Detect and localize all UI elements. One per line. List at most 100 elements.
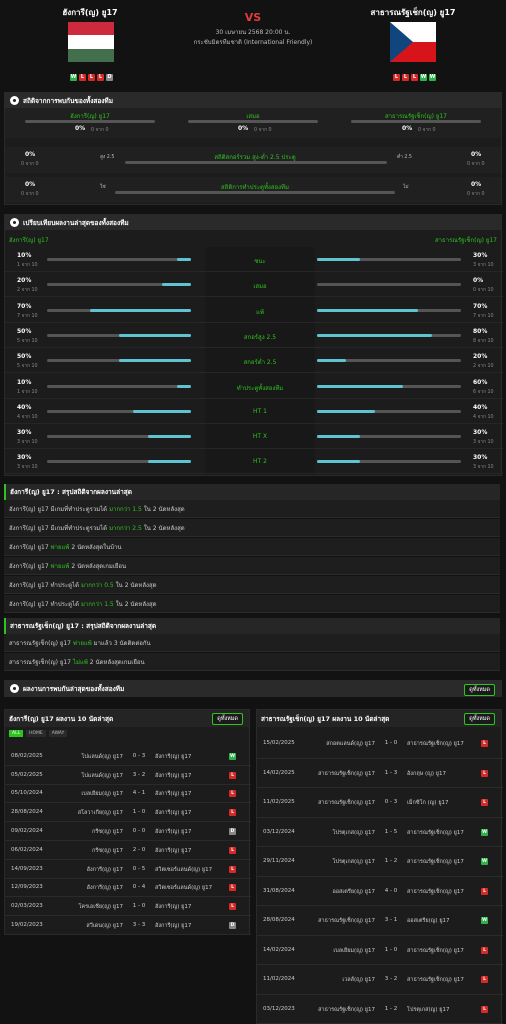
match-row[interactable]: 19/02/2023 สวีเดน(ญ) ยู17 3 - 3 ฮังการี(ญ) …	[5, 916, 251, 935]
match-row[interactable]: 31/08/2024 ออสเตรีย(ญ) ยู17 4 - 0 สาธารณรัฐ…	[257, 877, 503, 906]
match-row[interactable]: 29/11/2024 โปรตุเกส(ญ) ยู17 1 - 2 สาธารณรัฐ…	[257, 847, 503, 877]
h2h-draw-bar	[188, 120, 318, 123]
form-badge: D	[106, 74, 113, 81]
score: 0 - 3	[384, 799, 398, 806]
match-row[interactable]: 12/09/2023 ฮังการี(ญ) ยู17 0 - 4 สวิตเซอร์แ…	[5, 879, 251, 898]
h2h-away-sub: 0 จาก 0	[418, 128, 436, 133]
match-row[interactable]: 14/09/2023 ฮังการี(ญ) ยู17 0 - 5 สวิตเซอร์แ…	[5, 860, 251, 879]
home-team: โปรตุเกส(ญ) ยู17	[332, 829, 376, 836]
compare-section: เปรียบเทียบผลงานล่าสุดของทั้งสองทีม ฮังก…	[4, 214, 503, 476]
compare-home-sub: 1 จาก 10	[17, 263, 38, 268]
home-team: กรีซ(ญ) ยู17	[92, 829, 123, 836]
match-row[interactable]: 14/02/2024 เบลเยียม(ญ) ยู17 1 - 0 สาธารณรัฐ…	[257, 936, 503, 965]
compare-home-bar	[47, 384, 191, 388]
compare-away-fill	[317, 359, 346, 363]
match-row[interactable]: 06/02/2024 กรีซ(ญ) ยู17 2 - 0 ฮังการี(ญ) ยู…	[5, 841, 251, 860]
compare-home-bar	[47, 460, 191, 464]
compare-away-pct: 20%	[473, 353, 488, 361]
match-row[interactable]: 09/02/2024 กรีซ(ญ) ยู17 0 - 0 ฮังการี(ญ) ยู…	[5, 822, 251, 841]
match-row[interactable]: 03/12/2023 สาธารณรัฐเช็ก(ญ) ยู17 1 - 2 โปรต…	[257, 995, 503, 1024]
match-row[interactable]: 28/08/2024 สาธารณรัฐเช็ก(ญ) ยู17 3 - 1 ออสเ…	[257, 906, 503, 936]
compare-home-pct: 10%	[17, 252, 32, 259]
compare-away-pct: 0%	[473, 277, 484, 285]
match-date: 28/08/2024	[11, 809, 43, 816]
compare-away-fill	[317, 333, 433, 337]
away-team: ฮังการี(ญ) ยู17	[155, 923, 192, 930]
form-badge: L	[97, 74, 104, 81]
compare-away-name: สาธารณรัฐเช็ก(ญ) ยู17	[435, 237, 497, 244]
compare-away-fill	[317, 409, 375, 413]
home-view-all-button[interactable]: ดูทั้งหมด	[212, 713, 243, 725]
ou-label: สถิติสกอร์รวม สูง-ต่ำ 2.5 ประตู	[214, 154, 296, 161]
compare-label: เสมอ	[253, 283, 267, 291]
match-row[interactable]: 02/03/2023 โครเอเชีย(ญ) ยู17 1 - 0 ฮังการี(…	[5, 897, 251, 917]
view-all-button[interactable]: ดูทั้งหมด	[464, 684, 495, 696]
result-badge: L	[481, 740, 488, 748]
score: 1 - 2	[384, 858, 398, 865]
compare-home-sub: 2 จาก 10	[17, 288, 38, 294]
form-badge: L	[393, 74, 400, 81]
away-view-all-button[interactable]: ดูทั้งหมด	[464, 713, 495, 725]
match-row[interactable]: 08/02/2025 โปแลนด์(ญ) ยู17 0 - 3 ฮังการี(ญ)…	[5, 747, 251, 766]
match-row[interactable]: 03/12/2024 โปรตุเกส(ญ) ยู17 1 - 5 สาธารณรัฐ…	[257, 818, 503, 847]
btts-row: 0% 0 จาก 0 ใช่ สถิติการทำประตูทั้งสองทีม…	[5, 177, 501, 203]
compare-home-fill	[176, 258, 191, 261]
match-row[interactable]: 11/02/2024 เวลส์(ญ) ยู17 3 - 2 สาธารณรัฐเช็…	[257, 965, 503, 995]
h2h-home: ฮังการี(ญ) ยู17	[70, 113, 110, 120]
away-last-title: สาธารณรัฐเช็ก(ญ) ยู17 ผลงาน 10 นัดล่าสุด	[257, 710, 501, 727]
home-team: โปรตุเกส(ญ) ยู17	[332, 859, 376, 866]
summary-text: ใน 2 นัดหลังสุด	[115, 600, 157, 608]
score: 1 - 0	[132, 809, 146, 816]
tab-home[interactable]: HOME	[26, 730, 46, 737]
recent-section: ผลงานการพบกันล่าสุดของทั้งสองทีม ดูทั้งห…	[4, 680, 502, 697]
compare-row: 70% 7 จาก 10 แพ้ 70% 7 จาก 10	[5, 298, 503, 323]
score: 1 - 0	[132, 903, 146, 910]
score: 1 - 3	[384, 769, 398, 776]
compare-label: HT 1	[253, 407, 267, 415]
away-team: ฮังการี(ญ) ยู17	[155, 810, 192, 817]
summary-highlight: มากกว่า 1.5	[80, 600, 114, 608]
match-row[interactable]: 15/02/2025 สกอตแลนด์(ญ) ยู17 1 - 0 สาธารณรั…	[257, 729, 503, 759]
match-row[interactable]: 11/02/2025 สาธารณรัฐเช็ก(ญ) ยู17 0 - 3 เม็ก…	[257, 788, 503, 818]
result-badge: L	[481, 799, 488, 807]
match-row[interactable]: 14/02/2025 สาธารณรัฐเช็ก(ญ) ยู17 1 - 3 อังก…	[257, 759, 503, 788]
compare-home-sub: 4 จาก 10	[17, 414, 38, 420]
summary-row: สาธารณรัฐเช็ก(ญ) ยู17 พ่ายแพ้ มาแล้ว 3 น…	[4, 634, 500, 652]
match-date: 11/02/2024	[263, 976, 295, 983]
home-team: ออสเตรีย(ญ) ยู17	[332, 888, 375, 895]
form-badge: W	[429, 74, 436, 81]
match-date: 03/12/2023	[263, 1005, 295, 1012]
away-team: ฮังการี(ญ) ยู17	[155, 753, 192, 760]
tab-all[interactable]: ALL	[9, 730, 24, 737]
compare-home-fill	[90, 308, 191, 312]
result-badge: L	[481, 976, 488, 984]
home-team-name[interactable]: ฮังการี(ญ) ยู17	[62, 8, 118, 17]
match-row[interactable]: 05/10/2024 เบลเยียม(ญ) ยู17 4 - 1 ฮังการี(ญ…	[5, 785, 251, 804]
match-date: 29/11/2024	[263, 858, 295, 865]
home-team: โปแลนด์(ญ) ยู17	[81, 753, 123, 760]
summary-highlight: มากกว่า 0.5	[80, 581, 114, 589]
match-date: 31/08/2024	[263, 887, 295, 894]
home-filter-tabs: ALL HOME AWAY	[5, 727, 249, 740]
score: 3 - 1	[384, 917, 398, 924]
match-row[interactable]: 28/08/2024 สโลวาเกีย(ญ) ยู17 1 - 0 ฮังการี(…	[5, 803, 251, 823]
compare-label: สกอร์ต่ำ 2.5	[243, 359, 277, 367]
summary-text: ฮังการี(ญ) ยู17 มีเกมที่ทำประตูรวมได้	[9, 505, 108, 513]
result-badge: L	[229, 903, 236, 911]
compare-label: HT 2	[253, 458, 267, 466]
compare-away-sub: 8 จาก 10	[473, 338, 494, 344]
tab-away[interactable]: AWAY	[48, 730, 68, 737]
match-row[interactable]: 05/02/2025 โปแลนด์(ญ) ยู17 3 - 2 ฮังการี(ญ)…	[5, 766, 251, 785]
away-team-name[interactable]: สาธารณรัฐเช็ก(ญ) ยู17	[370, 8, 456, 17]
summary-row: ฮังการี(ญ) ยู17 มีเกมที่ทำประตูรวมได้ มา…	[4, 519, 500, 537]
compare-row: 10% 1 จาก 10 ทำประตูทั้งสองทีม 60% 6 จาก 10	[5, 374, 503, 399]
form-badge: W	[70, 74, 77, 81]
summary-row: สาธารณรัฐเช็ก(ญ) ยู17 ไม่แพ้ 2 นัดหลังสุ…	[4, 653, 500, 671]
home-team: สกอตแลนด์(ญ) ยู17	[326, 741, 375, 748]
score: 3 - 2	[384, 976, 398, 983]
score: 0 - 4	[132, 884, 146, 891]
compare-row: 50% 5 จาก 10 สกอร์ต่ำ 2.5 20% 2 จาก 10	[5, 348, 503, 374]
form-badge: L	[88, 74, 95, 81]
